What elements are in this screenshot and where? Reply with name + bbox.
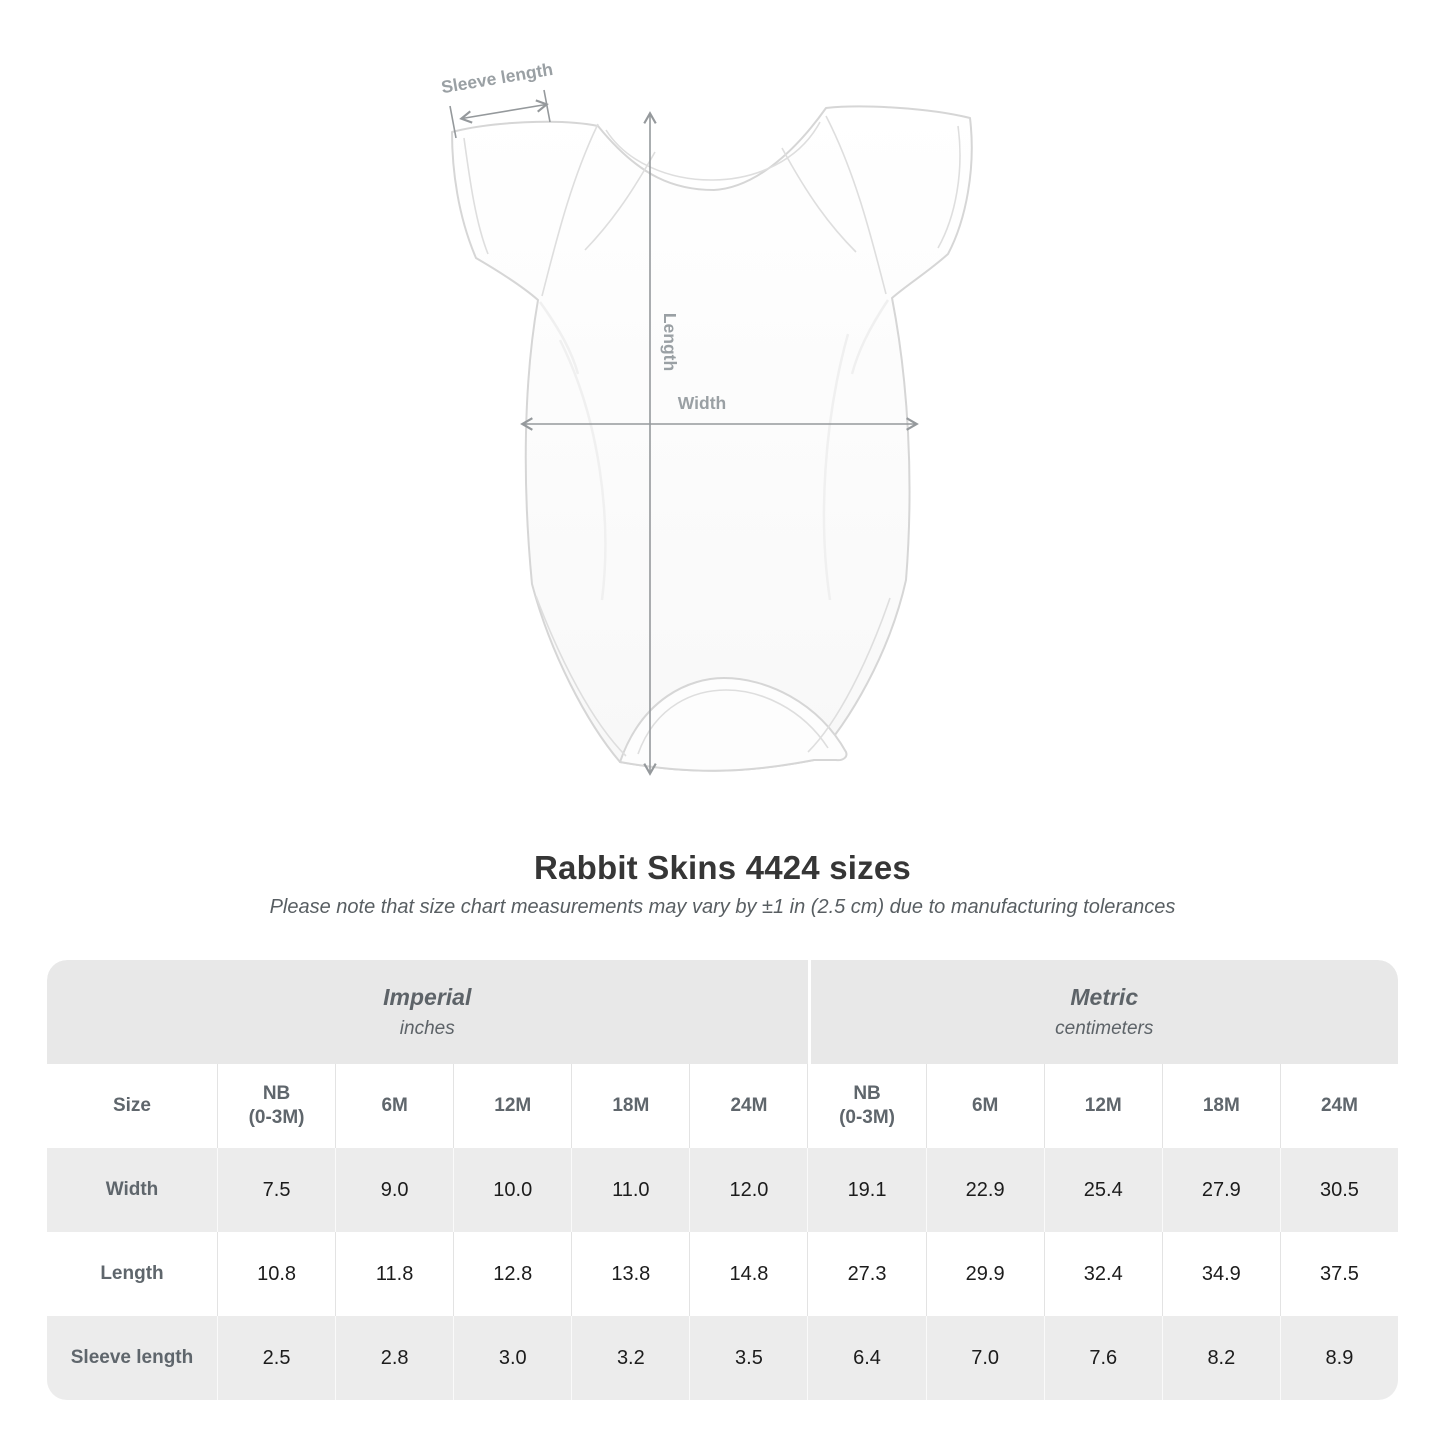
value-cell: 2.8 — [335, 1316, 453, 1400]
length-label: Length — [660, 313, 680, 371]
value-cell: 9.0 — [335, 1148, 453, 1232]
value-cell: 22.9 — [925, 1148, 1044, 1232]
bodysuit-illustration: Sleeve length Length Width — [440, 59, 973, 776]
value-cell: 27.9 — [1161, 1148, 1280, 1232]
metric-unit-label: centimeters — [1055, 1018, 1154, 1039]
size-header-metric-4: 24M — [1279, 1064, 1398, 1148]
row-label: Width — [105, 1179, 159, 1201]
size-grid: Size NB (0-3M) 6M 12M 18M 24M NB (0-3M) 6M 12M 18M 2… — [47, 1064, 1398, 1400]
value-cell: 7.5 — [217, 1148, 335, 1232]
sleeve-length-arrow — [449, 89, 551, 139]
measurement-annotations — [449, 89, 919, 776]
value-cell: 8.9 — [1279, 1316, 1398, 1400]
value-cell: 19.1 — [807, 1148, 925, 1232]
value-cell: 6.4 — [807, 1316, 925, 1400]
value-cell: 3.2 — [571, 1316, 689, 1400]
value-cell: 3.0 — [453, 1316, 571, 1400]
row-label: Length — [100, 1263, 164, 1285]
value-cell: 2.5 — [217, 1316, 335, 1400]
value-cell: 12.8 — [453, 1232, 571, 1316]
value-cell: 12.0 — [689, 1148, 807, 1232]
value-cell: 25.4 — [1043, 1148, 1162, 1232]
size-header-imperial-1: 6M — [335, 1064, 453, 1148]
size-header-imperial-0: NB (0-3M) — [217, 1064, 335, 1148]
bodysuit-shape — [451, 105, 973, 772]
value-cell: 8.2 — [1161, 1316, 1280, 1400]
size-header-metric-1: 6M — [925, 1064, 1044, 1148]
table-row: Length 10.8 11.8 12.8 13.8 14.8 27.3 29.9 32.4 34… — [47, 1232, 1398, 1316]
value-cell: 11.0 — [571, 1148, 689, 1232]
imperial-band: Imperial inches — [47, 960, 808, 1064]
page-title: Rabbit Skins 4424 sizes — [534, 849, 911, 886]
size-header-imperial-3: 18M — [571, 1064, 689, 1148]
size-header-row: Size NB (0-3M) 6M 12M 18M 24M NB (0-3M) 6M 12M 18M 2… — [47, 1064, 1398, 1148]
size-header-metric-2: 12M — [1043, 1064, 1162, 1148]
value-cell: 13.8 — [571, 1232, 689, 1316]
value-cell: 29.9 — [925, 1232, 1044, 1316]
value-cell: 7.6 — [1043, 1316, 1162, 1400]
tolerance-note: Please note that size chart measurements… — [269, 896, 1176, 918]
value-cell: 14.8 — [689, 1232, 807, 1316]
width-label: Width — [678, 393, 726, 413]
table-row: Sleeve length 2.5 2.8 3.0 3.2 3.5 6.4 7.0 7.6 8.2… — [47, 1316, 1398, 1400]
value-cell: 11.8 — [335, 1232, 453, 1316]
value-cell: 27.3 — [807, 1232, 925, 1316]
value-cell: 10.8 — [217, 1232, 335, 1316]
value-cell: 3.5 — [689, 1316, 807, 1400]
row-label: Sleeve length — [70, 1347, 194, 1369]
size-header-metric-0: NB (0-3M) — [807, 1064, 925, 1148]
size-header-imperial-2: 12M — [453, 1064, 571, 1148]
imperial-unit-label: inches — [399, 1018, 455, 1039]
value-cell: 7.0 — [925, 1316, 1044, 1400]
value-cell: 37.5 — [1279, 1232, 1398, 1316]
value-cell: 32.4 — [1043, 1232, 1162, 1316]
table-row: Width 7.5 9.0 10.0 11.0 12.0 19.1 22.9 25.4 27.9 3… — [47, 1148, 1398, 1232]
value-cell: 10.0 — [453, 1148, 571, 1232]
size-header-metric-3: 18M — [1161, 1064, 1280, 1148]
size-header-imperial-4: 24M — [689, 1064, 807, 1148]
size-chart-table: Imperial inches Metric centimeters Size N… — [47, 960, 1398, 1400]
sleeve-length-label: Sleeve length — [440, 59, 555, 97]
metric-label: Metric — [1070, 984, 1139, 1010]
unit-band: Imperial inches Metric centimeters — [47, 960, 1398, 1064]
value-cell: 30.5 — [1279, 1148, 1398, 1232]
bodysuit-diagram: Sleeve length Length Width — [440, 59, 973, 776]
size-column-header: Size — [112, 1095, 152, 1117]
imperial-label: Imperial — [383, 984, 472, 1010]
value-cell: 34.9 — [1161, 1232, 1280, 1316]
metric-band: Metric centimeters — [807, 960, 1398, 1064]
